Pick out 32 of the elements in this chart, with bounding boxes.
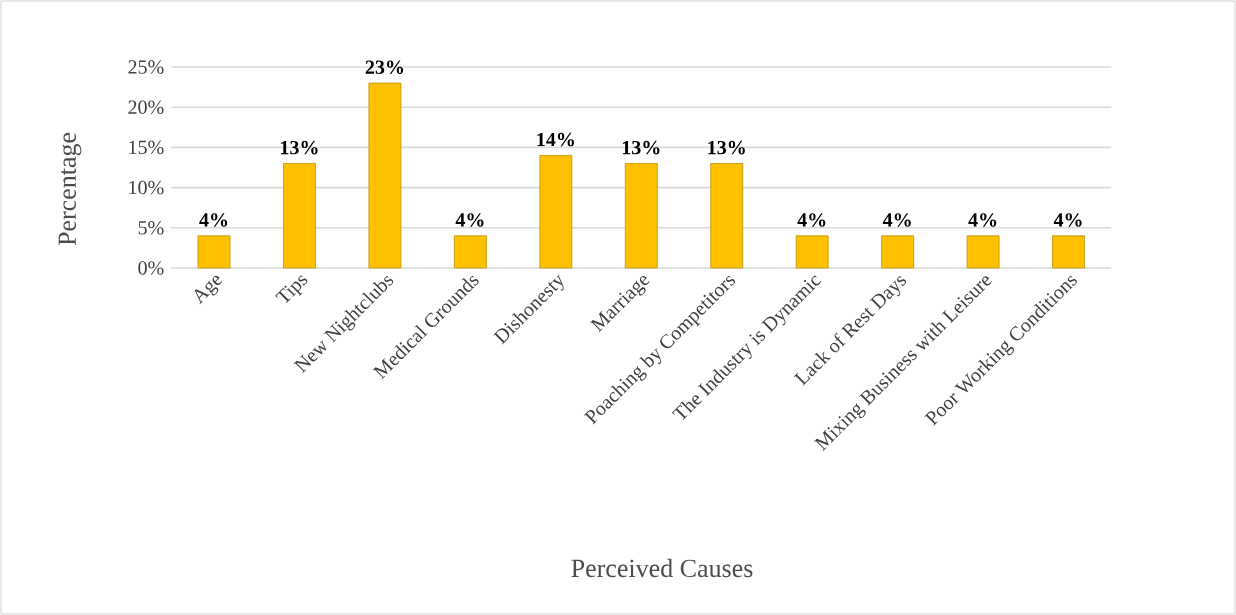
bar	[966, 235, 1000, 269]
data-label: 23%	[365, 60, 404, 74]
x-tick-label: Age	[194, 275, 223, 305]
data-label: 4%	[199, 213, 228, 227]
x-tick-label: Tips	[275, 275, 308, 304]
bar	[368, 82, 402, 269]
bar	[1052, 235, 1085, 269]
data-label: 4%	[797, 213, 826, 227]
y-tick-label: 10%	[129, 180, 164, 195]
y-axis-title: Percentage	[58, 132, 82, 246]
bar	[881, 235, 915, 269]
bar	[283, 163, 316, 269]
bar	[453, 235, 487, 269]
bar	[197, 235, 231, 269]
y-tick-label: 0%	[138, 261, 164, 275]
bar	[710, 163, 744, 269]
y-tick-label: 25%	[128, 60, 164, 74]
data-label: 4%	[968, 213, 997, 227]
y-tick-label: 5%	[138, 221, 164, 235]
data-label: 4%	[1053, 213, 1082, 227]
data-label: 14%	[537, 132, 574, 147]
bar	[795, 235, 829, 269]
data-label: 4%	[882, 213, 911, 227]
x-axis-title: Perceived Causes	[571, 558, 753, 578]
y-tick-label: 20%	[128, 100, 164, 114]
data-label: 13%	[708, 140, 745, 155]
data-label: 13%	[622, 140, 660, 155]
y-tick-label: 15%	[129, 140, 164, 155]
bar	[539, 155, 573, 269]
bar	[624, 163, 658, 269]
data-label: 4%	[455, 213, 484, 227]
data-label: 13%	[281, 140, 318, 155]
